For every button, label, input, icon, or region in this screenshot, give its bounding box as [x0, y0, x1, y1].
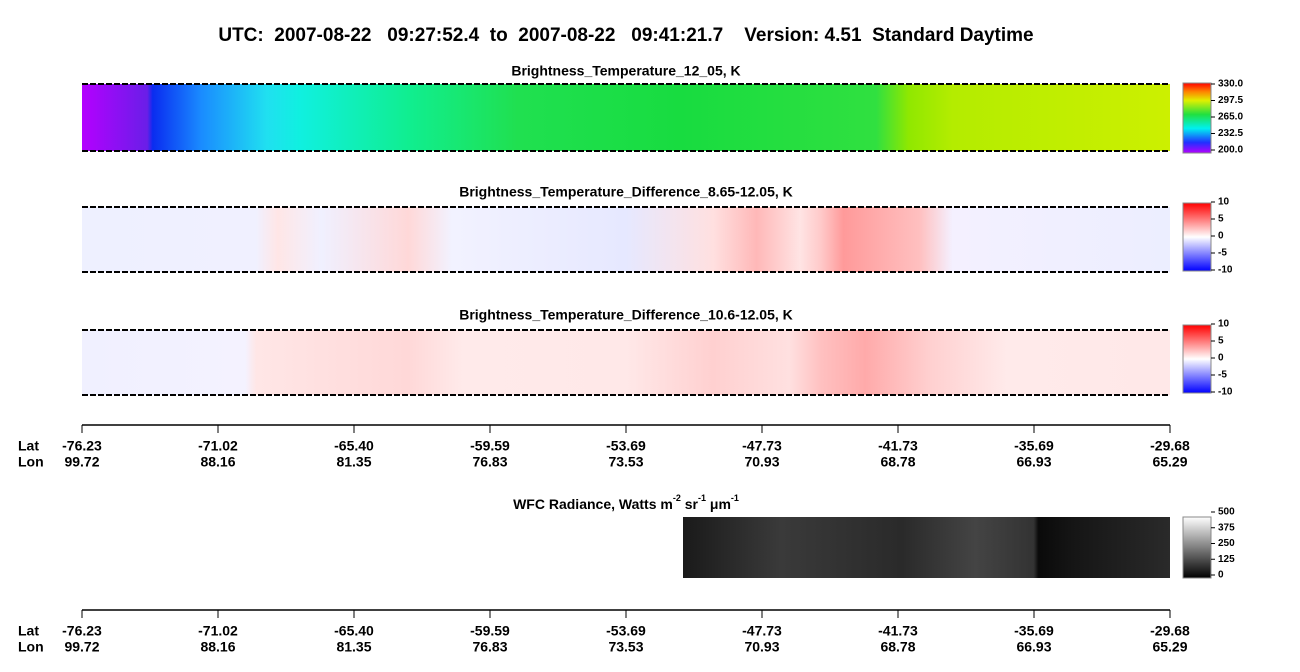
- colorbar-label: 265.0: [1218, 112, 1243, 123]
- row-label: Lat: [18, 623, 39, 639]
- colorbar-label: 200.0: [1218, 145, 1243, 156]
- superscript: -1: [698, 493, 706, 503]
- colorbar-label: -5: [1218, 248, 1227, 259]
- colorbar-label: 500: [1218, 507, 1235, 518]
- superscript: -2: [673, 493, 681, 503]
- lon-label: 73.53: [608, 639, 643, 655]
- lat-label: -53.69: [606, 623, 646, 639]
- colorbar: [1182, 324, 1212, 394]
- lon-label: 66.93: [1016, 639, 1051, 655]
- lon-label: 68.78: [880, 639, 915, 655]
- lon-label: 88.16: [200, 454, 235, 470]
- wfc-title: WFC Radiance, Watts m-2 sr-1 μm-1: [513, 493, 739, 511]
- colorbar-label: -5: [1218, 370, 1227, 381]
- title-part: μm: [706, 496, 731, 512]
- lat-label: -41.73: [878, 438, 918, 454]
- lat-label: -53.69: [606, 438, 646, 454]
- colorbar-label: 375: [1218, 522, 1235, 533]
- panel-borders: [82, 83, 1170, 396]
- colorbar: [1182, 516, 1212, 579]
- lon-label: 76.83: [472, 454, 507, 470]
- lat-label: -71.02: [198, 438, 238, 454]
- lat-label: -41.73: [878, 623, 918, 639]
- page-title: UTC: 2007-08-22 09:27:52.4 to 2007-08-22…: [218, 25, 1033, 46]
- colorbar-label: 0: [1218, 570, 1224, 581]
- colorbar-label: 10: [1218, 197, 1230, 208]
- lon-label: 70.93: [744, 639, 779, 655]
- panel-title: Brightness_Temperature_Difference_8.65-1…: [459, 184, 793, 200]
- lat-label: -47.73: [742, 623, 782, 639]
- lat-label: -35.69: [1014, 623, 1054, 639]
- lat-label: -76.23: [62, 438, 102, 454]
- title-part: sr: [681, 496, 699, 512]
- superscript: -1: [731, 493, 739, 503]
- colorbar-label: 10: [1218, 319, 1230, 330]
- lon-label: 73.53: [608, 454, 643, 470]
- lon-label: 70.93: [744, 454, 779, 470]
- colorbar-label: -10: [1218, 265, 1233, 276]
- colorbar-label: 5: [1218, 336, 1224, 347]
- panel-title: Brightness_Temperature_Difference_10.6-1…: [459, 307, 793, 323]
- colorbar-label: -10: [1218, 387, 1233, 398]
- lon-label: 65.29: [1152, 639, 1187, 655]
- lon-label: 99.72: [64, 639, 99, 655]
- colorbar-label: 250: [1218, 538, 1235, 549]
- lon-label: 81.35: [336, 639, 371, 655]
- panel-title: Brightness_Temperature_12_05, K: [511, 63, 740, 79]
- lat-label: -59.59: [470, 623, 510, 639]
- lat-label: -65.40: [334, 623, 374, 639]
- lon-label: 65.29: [1152, 454, 1187, 470]
- image-panel: [82, 84, 1170, 151]
- colorbar: [1182, 202, 1212, 272]
- title-part: WFC Radiance, Watts m: [513, 496, 673, 512]
- colorbar-label: 0: [1218, 353, 1224, 364]
- colorbar-label: 0: [1218, 231, 1224, 242]
- wfc-image: [683, 517, 1170, 578]
- row-label: Lat: [18, 438, 39, 454]
- colorbar-label: 5: [1218, 214, 1224, 225]
- lat-label: -35.69: [1014, 438, 1054, 454]
- row-label: Lon: [18, 639, 44, 655]
- lon-label: 81.35: [336, 454, 371, 470]
- colorbar-label: 297.5: [1218, 95, 1243, 106]
- lat-label: -76.23: [62, 623, 102, 639]
- lat-label: -47.73: [742, 438, 782, 454]
- lat-label: -59.59: [470, 438, 510, 454]
- colorbar-label: 232.5: [1218, 128, 1243, 139]
- lon-label: 76.83: [472, 639, 507, 655]
- image-panel: [82, 330, 1170, 395]
- lat-label: -65.40: [334, 438, 374, 454]
- lat-label: -71.02: [198, 623, 238, 639]
- image-panel: [82, 207, 1170, 272]
- lon-label: 99.72: [64, 454, 99, 470]
- lon-label: 68.78: [880, 454, 915, 470]
- colorbar: [1182, 82, 1212, 154]
- colorbar-label: 330.0: [1218, 79, 1243, 90]
- lat-label: -29.68: [1150, 438, 1190, 454]
- colorbar-label: 125: [1218, 554, 1235, 565]
- lat-label: -29.68: [1150, 623, 1190, 639]
- lon-label: 88.16: [200, 639, 235, 655]
- lon-label: 66.93: [1016, 454, 1051, 470]
- row-label: Lon: [18, 454, 44, 470]
